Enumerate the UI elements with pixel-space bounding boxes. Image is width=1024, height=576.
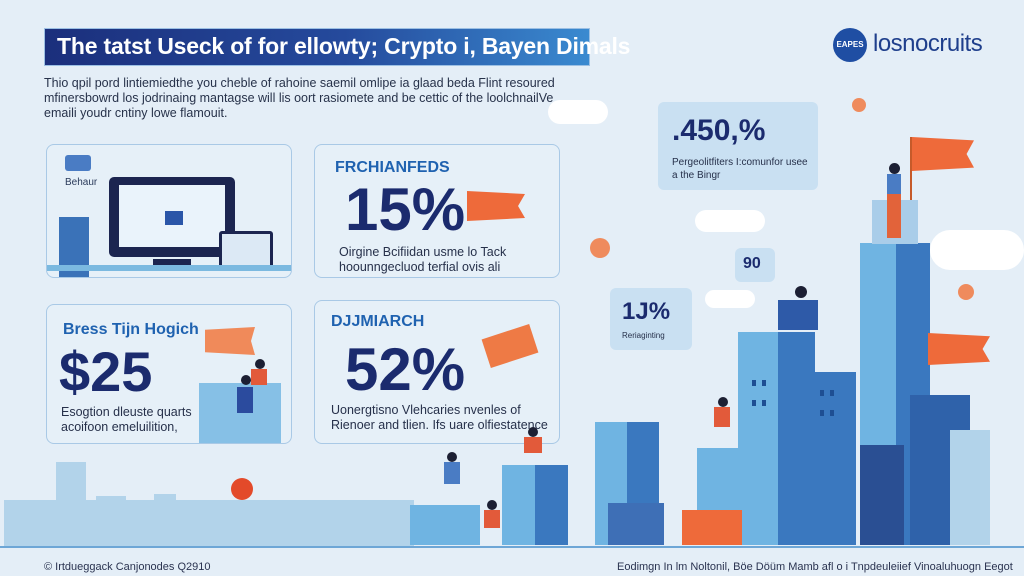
- person-icon: [447, 452, 457, 462]
- card-description: Esogtion dleuste quarts acoifoon emeluil…: [61, 405, 192, 434]
- office-building: [860, 445, 904, 545]
- footer-copyright: © Irtdueggack Canjonodes Q2910: [44, 561, 211, 573]
- callout-1j: 1J% Reriaginting: [610, 288, 692, 350]
- card-computer: Behaur: [46, 144, 292, 278]
- intro-paragraph: Thio qpil pord lintiemiedthe you cheble …: [44, 76, 555, 120]
- card-subtitle: Behaur: [65, 177, 98, 188]
- logo-name: losnocruits: [873, 30, 983, 57]
- callout-description: Reriaginting: [622, 331, 665, 340]
- flag-icon: [205, 327, 255, 355]
- card-stat-15: FRCHIANFEDS 15% Oirgine Bcifiidan usme l…: [314, 144, 560, 278]
- flag-icon: [912, 137, 974, 171]
- laptop-icon: [778, 300, 818, 330]
- cloud-icon: [695, 210, 765, 232]
- orange-building: [682, 510, 742, 545]
- house: [608, 503, 664, 545]
- flag-icon: [481, 324, 539, 368]
- monitor-icon: [109, 177, 235, 257]
- card-description: Oirgine Bcifiidan usme lo Tack hoounngec…: [339, 245, 507, 274]
- card-big-number: 15%: [345, 176, 466, 243]
- card-description: Uonergtisno Vlehcaries nvenles of Rienoe…: [331, 403, 548, 432]
- step-block: [410, 505, 480, 545]
- monitor-stand: [153, 259, 191, 267]
- callout-big-number: 90: [743, 255, 761, 272]
- person-icon: [795, 286, 807, 298]
- tablet-icon: [219, 231, 273, 271]
- office-building: [738, 332, 778, 545]
- cloud-icon: [930, 230, 1024, 270]
- callout-big-number: .450,%: [672, 114, 766, 147]
- card-subtitle: Bress Tijn Hogich: [63, 321, 199, 338]
- card-stat-52: DJJMIARCH 52% Uonergtisno Vlehcaries nve…: [314, 300, 560, 444]
- person-icon: [718, 397, 728, 407]
- coin-icon: [590, 238, 610, 258]
- cloud-icon: [705, 290, 755, 308]
- coin-icon: [958, 284, 974, 300]
- person-icon: [255, 359, 265, 369]
- person-icon: [889, 163, 900, 174]
- callout-description: Pergeolitfiters I:comunfor usee a the Bi…: [672, 157, 808, 181]
- card-subtitle: DJJMIARCH: [331, 313, 425, 330]
- callout-450: .450,% Pergeolitfiters I:comunfor usee a…: [658, 102, 818, 190]
- callout-big-number: 1J%: [622, 298, 671, 325]
- coin-icon: [231, 478, 253, 500]
- ground-line: [0, 546, 1024, 548]
- flag-icon: [467, 191, 525, 221]
- card-big-number: $25: [59, 340, 153, 403]
- footer-note: Eodimgn In lm Noltonil, Böe Döüm Mamb af…: [617, 561, 1013, 573]
- skyline-silhouette: [4, 500, 414, 546]
- person-icon: [487, 500, 497, 510]
- person-icon: [528, 427, 538, 437]
- page-title: The tatst Useck of for ellowty; Crypto i…: [57, 33, 631, 59]
- card-subtitle: FRCHIANFEDS: [335, 159, 450, 176]
- title-banner: The tatst Useck of for ellowty; Crypto i…: [44, 28, 630, 66]
- office-building: [806, 372, 856, 545]
- card-stat-25: Bress Tijn Hogich $25 Esogtion dleuste q…: [46, 304, 292, 444]
- person-icon: [241, 375, 251, 385]
- coin-icon: [852, 98, 866, 112]
- cloud-icon: [548, 100, 608, 124]
- flag-icon: [928, 333, 990, 365]
- card-big-number: 52%: [345, 336, 466, 403]
- app-icon: [65, 155, 91, 171]
- callout-90: 90: [735, 248, 775, 282]
- logo-badge: EAPES: [833, 28, 867, 62]
